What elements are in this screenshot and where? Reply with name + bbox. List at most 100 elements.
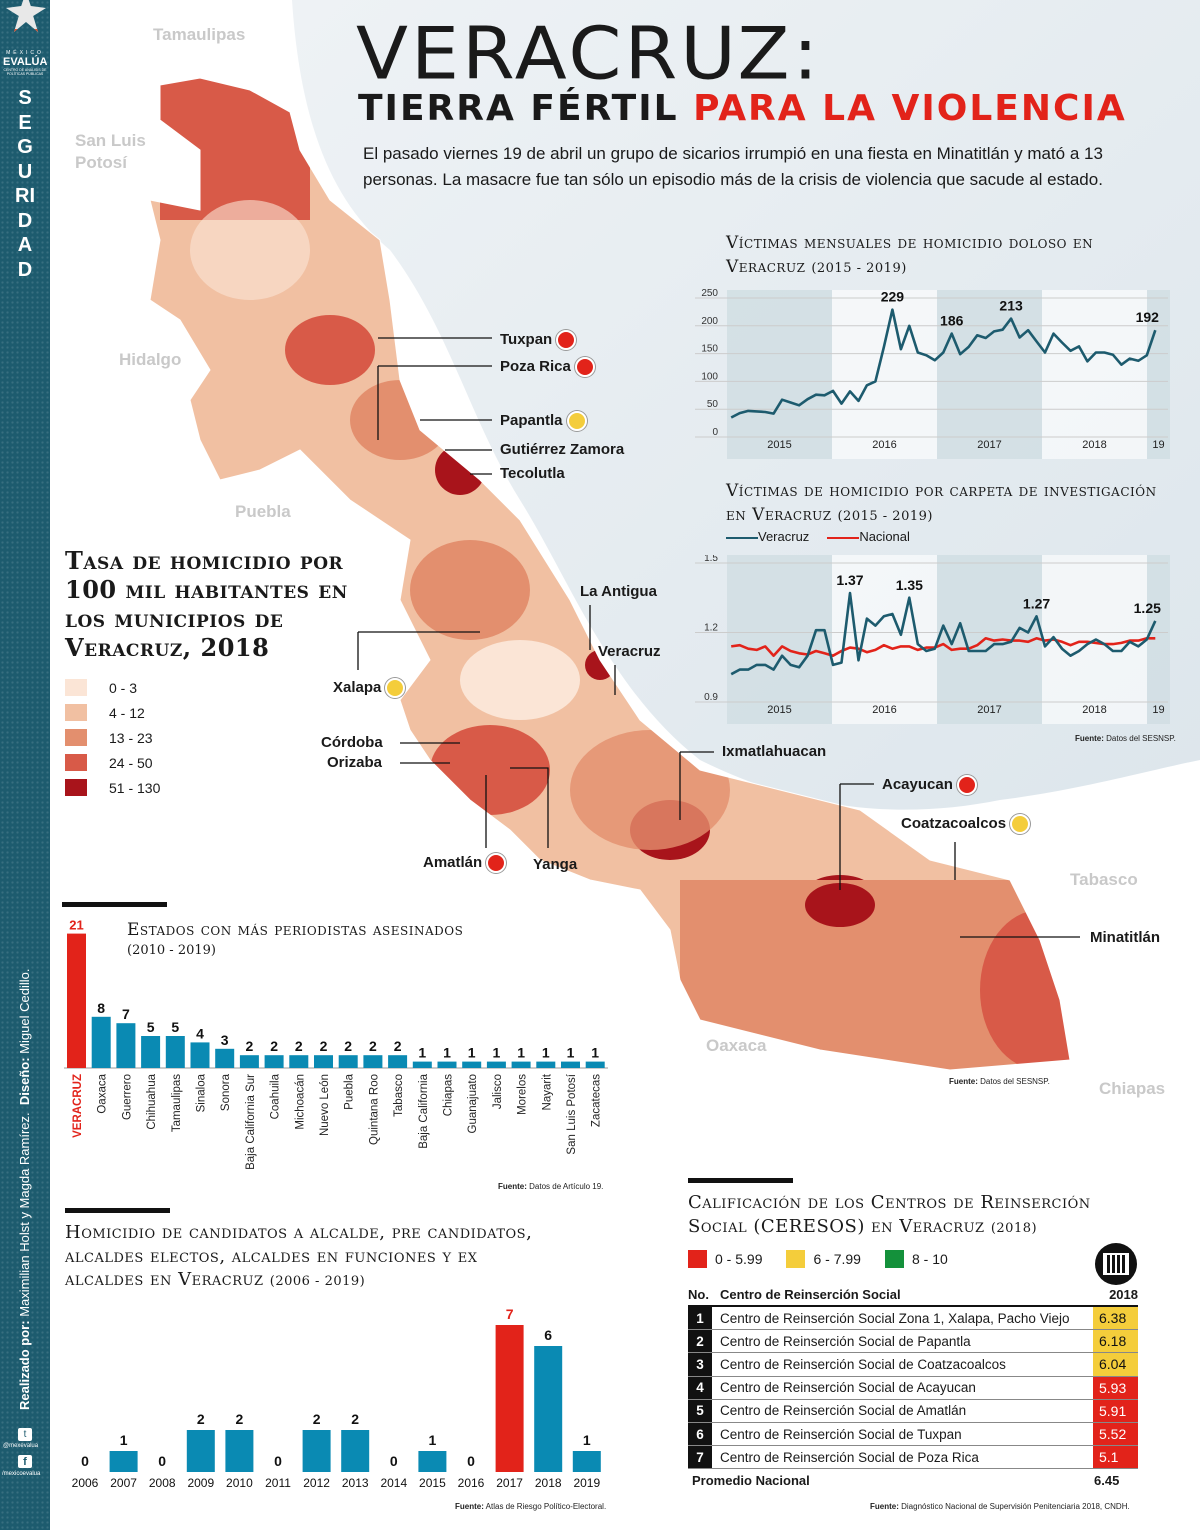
bar <box>585 1061 605 1068</box>
sidebar: MÉXICO EVALÚA CENTRO DE ANÁLISIS DE POLÍ… <box>0 0 50 1530</box>
year-band <box>1147 290 1170 459</box>
x-tick-label: 2018 <box>1082 439 1106 451</box>
year-label: 2019 <box>573 1476 600 1490</box>
bar-value: 2 <box>344 1038 352 1054</box>
bar-value: 1 <box>120 1432 128 1448</box>
prison-rating-icon <box>486 853 507 873</box>
bar <box>536 1061 556 1068</box>
category-label: Chihuahua <box>146 1073 158 1129</box>
place-label[interactable]: Amatlán <box>423 853 507 873</box>
credits-design: Miguel Cedillo. <box>17 968 32 1054</box>
place-label[interactable]: Ixmatlahuacan <box>722 743 826 760</box>
year-band <box>1147 555 1170 724</box>
place-label[interactable]: Tecolutla <box>500 465 565 482</box>
place-label[interactable]: Acayucan <box>882 775 977 795</box>
chart2-title: Víctimas de homicidio por carpeta de inv… <box>726 479 1166 529</box>
row-centro: Centro de Reinserción Social de Coatzaco… <box>720 1356 1006 1372</box>
place-label[interactable]: Minatitlán <box>1090 929 1160 946</box>
candidates-period: (2006 - 2019) <box>269 1274 366 1289</box>
twitter-handle[interactable]: @mexevalua <box>3 1443 39 1449</box>
section-label: SEGURIDAD <box>15 87 35 281</box>
subtitle-a: TIERRA FÉRTIL <box>358 88 679 129</box>
bar <box>418 1451 447 1472</box>
year-label: 2018 <box>535 1476 562 1490</box>
prison-rating-icon <box>556 330 577 350</box>
place-label[interactable]: Veracruz <box>598 643 661 660</box>
legend-veracruz-label: Veracruz <box>758 529 810 544</box>
y-tick-label: 1.5 <box>704 555 718 564</box>
bar-value: 1 <box>418 1045 426 1061</box>
place-label[interactable]: Gutiérrez Zamora <box>500 441 624 458</box>
legend-swatch <box>786 1250 806 1268</box>
table-header: No. Centro de Reinserción Social 2018 <box>688 1287 1138 1307</box>
category-label: Sinaloa <box>196 1073 208 1112</box>
prison-rating-icon <box>1010 814 1031 834</box>
x-tick-label: 2016 <box>872 439 896 451</box>
year-label: 2006 <box>72 1476 99 1490</box>
prison-rating-icon <box>566 411 587 431</box>
place-label[interactable]: Orizaba <box>327 754 382 771</box>
bar <box>338 1055 358 1068</box>
monthly-homicide-chart: 2015 2016 2017 2018 19 0 50 100 150 200 250 229 186 2… <box>695 288 1170 459</box>
x-tick-label: 2018 <box>1082 704 1106 716</box>
footer-value: 6.45 <box>1094 1472 1120 1488</box>
category-label: Baja California Sur <box>245 1074 257 1170</box>
journalists-bar-chart: 21VERACRUZ8Oaxaca7Guerrero5Chihuahua5Tam… <box>64 918 608 1170</box>
legend-label: 0 - 3 <box>109 679 138 696</box>
legend-swatch <box>65 729 87 746</box>
subtitle-b: PARA LA VIOLENCIA <box>693 88 1127 129</box>
place-label[interactable]: Coatzacoalcos <box>901 814 1031 834</box>
bar <box>264 1055 284 1068</box>
bar <box>363 1055 383 1068</box>
bar-value: 0 <box>158 1453 166 1469</box>
row-number: 7 <box>688 1446 712 1469</box>
bar-value: 8 <box>97 1000 105 1016</box>
source-label: Fuente: <box>498 1182 527 1191</box>
year-band <box>832 290 937 459</box>
place-name: Córdoba <box>321 734 383 751</box>
table-row: 4 Centro de Reinserción Social de Acayuca… <box>688 1376 1138 1400</box>
year-label: 2007 <box>110 1476 137 1490</box>
bar <box>186 1430 215 1472</box>
bar-value: 1 <box>429 1432 437 1448</box>
bar <box>437 1061 457 1068</box>
facebook-icon[interactable]: f <box>18 1455 32 1468</box>
row-centro: Centro de Reinserción Social de Amatlán <box>720 1403 967 1419</box>
bar-value: 2 <box>197 1411 205 1427</box>
row-score: 5.91 <box>1093 1399 1138 1422</box>
data-label: 1.27 <box>1023 595 1050 611</box>
bar-value: 2 <box>394 1038 402 1054</box>
bar <box>534 1346 563 1472</box>
source-text: Datos de Artículo 19. <box>529 1182 604 1191</box>
category-label: Guanajuato <box>467 1074 479 1133</box>
legend-swatch <box>65 779 87 796</box>
place-label[interactable]: Yanga <box>533 856 577 873</box>
table-row: 6 Centro de Reinserción Social de Tuxpan 5… <box>688 1422 1138 1447</box>
ceresos-period: (2018) <box>990 1221 1038 1236</box>
x-tick-label: 2015 <box>767 439 791 451</box>
state-label: Oaxaca <box>706 1036 767 1055</box>
twitter-icon[interactable]: t <box>18 1428 32 1441</box>
chart2-title-text: Víctimas de homicidio por carpeta de inv… <box>726 481 1157 525</box>
header-year: 2018 <box>1109 1287 1138 1302</box>
candidates-source: Fuente: Atlas de Riesgo Político-Elector… <box>455 1502 606 1511</box>
place-label[interactable]: Córdoba <box>321 734 383 751</box>
place-label[interactable]: Xalapa <box>333 678 406 698</box>
place-label[interactable]: Poza Rica <box>500 357 595 377</box>
bar <box>289 1055 309 1068</box>
header-no: No. <box>688 1287 709 1302</box>
facebook-handle[interactable]: /mexicoevalua <box>2 1471 41 1477</box>
category-label: Puebla <box>344 1073 356 1109</box>
bar <box>341 1430 370 1472</box>
state-label: Chiapas <box>1099 1079 1166 1098</box>
place-label[interactable]: Papantla <box>500 411 587 431</box>
bar <box>572 1451 601 1472</box>
place-label[interactable]: Tuxpan <box>500 330 577 350</box>
y-tick-label: 100 <box>701 371 718 382</box>
chart1-title: Víctimas mensuales de homicidio doloso e… <box>726 231 1166 281</box>
bar-value: 1 <box>517 1045 525 1061</box>
place-label[interactable]: La Antigua <box>580 583 657 600</box>
year-label: 2015 <box>419 1476 446 1490</box>
chart1-period: (2015 - 2019) <box>811 261 907 276</box>
bar <box>109 1451 138 1472</box>
